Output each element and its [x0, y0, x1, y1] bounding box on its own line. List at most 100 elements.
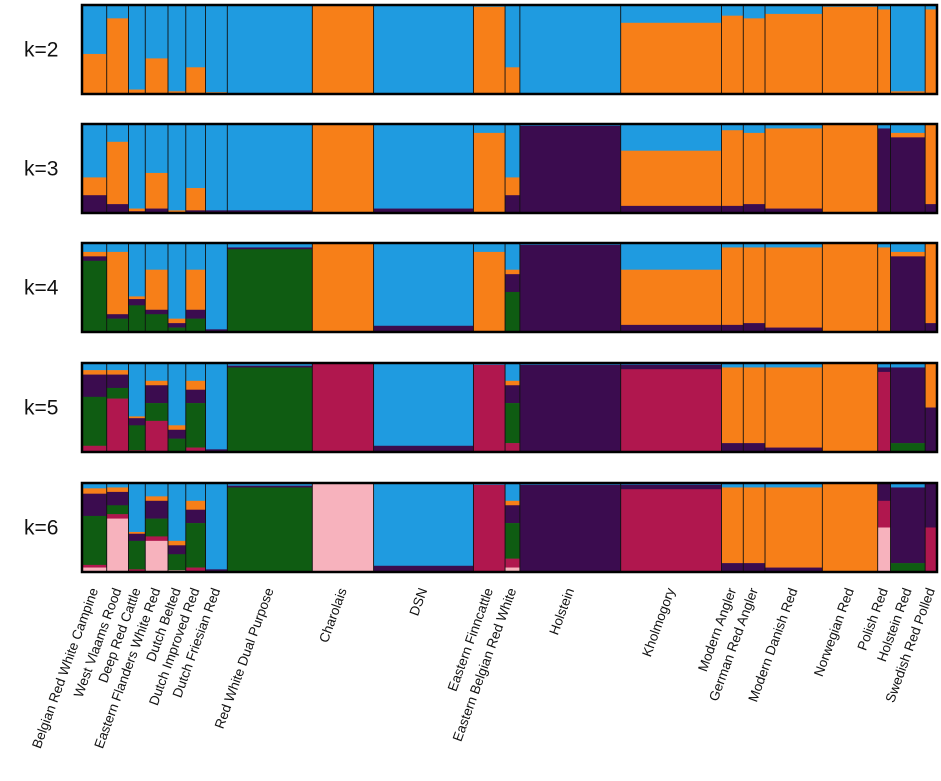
cluster-segment — [167, 554, 187, 571]
cluster-segment — [505, 500, 521, 506]
panel-label: k=5 — [24, 397, 58, 420]
cluster-segment — [505, 177, 521, 196]
cluster-segment — [877, 5, 891, 10]
cluster-segment — [145, 5, 169, 59]
cluster-segment — [519, 484, 622, 573]
cluster-segment — [620, 243, 722, 270]
cluster-segment — [765, 124, 823, 129]
cluster-segment — [620, 369, 722, 453]
cluster-segment — [167, 243, 187, 319]
structure-panel-k=3: k=3 — [24, 122, 939, 215]
cluster-segment — [519, 125, 622, 214]
cluster-segment — [505, 505, 521, 524]
cluster-segment — [505, 385, 521, 404]
cluster-segment — [82, 53, 108, 95]
cluster-segment — [877, 483, 891, 502]
cluster-segment — [505, 5, 521, 68]
cluster-segment — [620, 489, 722, 573]
cluster-segment — [167, 5, 187, 92]
cluster-segment — [227, 5, 313, 95]
cluster-segment — [128, 531, 146, 535]
cluster-segment — [925, 407, 938, 453]
cluster-segment — [890, 132, 926, 138]
population-label: Charolais — [316, 586, 350, 645]
cluster-segment — [106, 204, 129, 214]
cluster-segment — [743, 18, 766, 95]
cluster-segment — [743, 363, 766, 368]
cluster-segment — [721, 15, 744, 95]
cluster-segment — [227, 363, 313, 366]
cluster-segment — [877, 124, 891, 129]
cluster-segment — [519, 364, 622, 453]
cluster-segment — [620, 5, 722, 24]
cluster-segment — [373, 565, 474, 573]
cluster-segment — [106, 363, 129, 371]
cluster-segment — [167, 540, 187, 546]
cluster-segment — [743, 487, 766, 564]
cluster-segment — [106, 398, 129, 453]
cluster-segment — [185, 380, 206, 390]
cluster-segment — [877, 367, 891, 373]
cluster-segment — [765, 483, 823, 488]
cluster-segment — [505, 195, 521, 214]
cluster-segment — [167, 323, 187, 328]
cluster-segment — [505, 274, 521, 293]
cluster-segment — [205, 5, 228, 93]
population-label: DSN — [406, 586, 430, 618]
panel-label: k=3 — [24, 158, 58, 181]
cluster-segment — [82, 195, 108, 214]
cluster-segment — [505, 363, 521, 382]
cluster-segment — [82, 488, 108, 494]
cluster-segment — [167, 210, 187, 213]
cluster-segment — [227, 367, 313, 453]
structure-panel-k=6: k=6 — [24, 481, 939, 574]
population-label: Holstein — [546, 586, 577, 637]
cluster-segment — [890, 5, 926, 92]
cluster-segment — [890, 137, 926, 214]
cluster-segment — [227, 365, 313, 368]
cluster-segment — [505, 291, 521, 333]
cluster-segment — [106, 124, 129, 143]
cluster-segment — [185, 188, 206, 211]
cluster-segment — [743, 483, 766, 488]
cluster-segment — [145, 309, 169, 315]
cluster-segment — [620, 150, 722, 207]
cluster-segment — [185, 67, 206, 95]
cluster-segment — [106, 518, 129, 573]
population-label: Norwegian Red — [811, 586, 857, 679]
cluster-segment — [106, 243, 129, 253]
cluster-segment — [145, 380, 169, 386]
cluster-segment — [82, 567, 108, 573]
cluster-segment — [128, 5, 146, 90]
cluster-segment — [145, 314, 169, 333]
cluster-segment — [106, 505, 129, 515]
cluster-segment — [890, 487, 926, 564]
cluster-segment — [620, 324, 722, 333]
cluster-segment — [185, 309, 206, 319]
cluster-segment — [106, 487, 129, 493]
cluster-segment — [185, 483, 206, 502]
cluster-segment — [128, 124, 146, 209]
cluster-segment — [822, 483, 879, 573]
cluster-segment — [185, 5, 206, 68]
cluster-segment — [890, 251, 926, 257]
panel-frame — [80, 361, 939, 454]
cluster-segment — [765, 487, 823, 568]
cluster-segment — [82, 363, 108, 371]
cluster-segment — [312, 124, 374, 214]
cluster-segment — [721, 124, 744, 131]
cluster-segment — [505, 380, 521, 386]
cluster-segment — [185, 243, 206, 270]
cluster-segment — [473, 243, 506, 253]
cluster-segment — [185, 403, 206, 448]
cluster-segment — [82, 260, 108, 333]
cluster-segment — [106, 491, 129, 506]
cluster-segment — [519, 5, 622, 95]
cluster-segment — [106, 18, 129, 95]
cluster-segment — [106, 514, 129, 519]
cluster-segment — [765, 243, 823, 248]
cluster-segment — [890, 363, 926, 368]
cluster-segment — [185, 363, 206, 382]
cluster-segment — [106, 314, 129, 319]
